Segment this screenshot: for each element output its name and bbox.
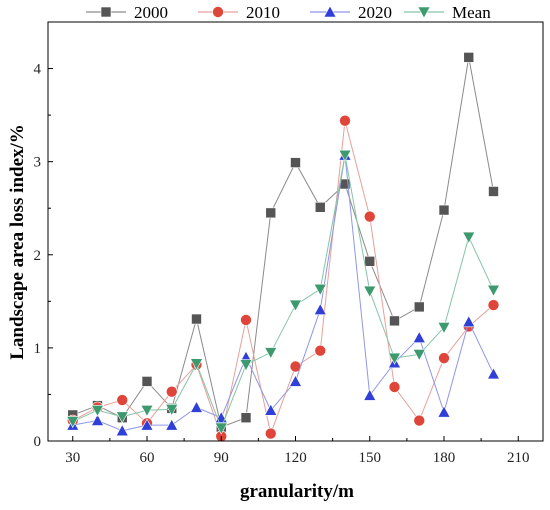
data-point	[412, 349, 426, 362]
data-point	[116, 394, 129, 406]
data-point	[214, 422, 228, 435]
y-tick-label: 3	[34, 155, 42, 171]
data-point	[115, 424, 129, 437]
legend-item-2020: 2020	[310, 3, 392, 22]
legend-label: 2010	[246, 3, 280, 22]
data-point	[338, 149, 352, 162]
data-point	[488, 186, 499, 197]
data-point	[165, 418, 179, 431]
x-tick-label: 180	[433, 450, 456, 466]
data-point	[437, 322, 451, 335]
x-tick-label: 30	[65, 450, 80, 466]
x-axis-title: granularity/m	[240, 481, 354, 502]
series-line	[72, 155, 494, 432]
x-tick-label: 150	[359, 450, 382, 466]
data-point	[90, 404, 105, 417]
series-2010	[66, 114, 500, 443]
legend-label: 2020	[358, 3, 392, 22]
data-point	[140, 418, 154, 431]
y-tick-label: 1	[34, 341, 42, 357]
data-point	[412, 331, 426, 343]
axes: 30 60 90 120 150 180 210 0 1 2 3 4	[34, 21, 544, 466]
data-point	[265, 207, 277, 219]
legend-item-2010: 2010	[198, 3, 280, 22]
x-tick-label: 60	[140, 450, 155, 466]
y-tick-label: 2	[34, 248, 42, 264]
data-point	[388, 381, 401, 393]
data-point	[264, 427, 277, 440]
data-point	[264, 403, 278, 416]
series-mean	[66, 149, 501, 435]
data-point	[413, 301, 425, 313]
data-point	[389, 315, 400, 327]
data-point	[239, 359, 253, 372]
data-point	[189, 358, 204, 371]
data-point	[363, 285, 377, 298]
data-point	[288, 374, 303, 387]
plot-area	[66, 52, 501, 443]
data-point	[191, 313, 202, 325]
legend-item-mean: Mean	[404, 3, 491, 22]
data-point	[413, 414, 426, 427]
data-point	[463, 52, 475, 63]
y-axis-title: Landscape area loss index/%	[7, 124, 28, 360]
data-point	[165, 404, 179, 416]
legend-marker	[212, 6, 224, 18]
legend-marker	[323, 5, 337, 18]
series-2020	[66, 148, 501, 437]
data-point	[140, 404, 154, 417]
data-point	[141, 376, 153, 387]
data-point	[313, 283, 327, 296]
data-point	[486, 284, 501, 297]
data-point	[240, 314, 252, 326]
data-point	[437, 405, 451, 418]
x-tick-label: 90	[214, 450, 229, 466]
data-point	[90, 413, 105, 426]
data-point	[66, 416, 80, 429]
data-point	[387, 352, 402, 365]
data-point	[264, 347, 278, 360]
legend-marker	[100, 6, 112, 18]
data-point	[240, 412, 252, 424]
x-tick-label: 120	[284, 450, 307, 466]
y-tick-label: 0	[34, 434, 42, 450]
data-point	[339, 114, 351, 127]
legend-label: 2000	[134, 3, 168, 22]
data-point	[363, 388, 377, 401]
data-point	[314, 344, 327, 357]
data-point	[364, 255, 376, 267]
series-2000	[67, 52, 499, 433]
data-point	[438, 352, 450, 364]
series-line	[72, 120, 494, 439]
data-point	[165, 385, 178, 398]
legend: 2000 2010 2020 Mean	[86, 3, 491, 22]
data-point	[486, 367, 501, 380]
data-point	[462, 315, 476, 328]
series-line	[72, 57, 494, 428]
data-point	[189, 400, 204, 413]
data-point	[313, 303, 327, 316]
legend-marker	[417, 6, 431, 19]
series-line	[72, 155, 494, 430]
data-point	[487, 299, 500, 311]
data-point	[438, 204, 450, 216]
data-point	[363, 210, 376, 223]
y-tick-label: 4	[34, 62, 42, 78]
legend-label: Mean	[452, 3, 491, 22]
data-point	[290, 157, 301, 168]
data-point	[115, 411, 129, 424]
legend-item-2000: 2000	[86, 3, 168, 22]
data-point	[314, 201, 326, 213]
x-tick-label: 210	[507, 450, 530, 466]
data-point	[462, 231, 476, 244]
data-point	[288, 299, 303, 312]
